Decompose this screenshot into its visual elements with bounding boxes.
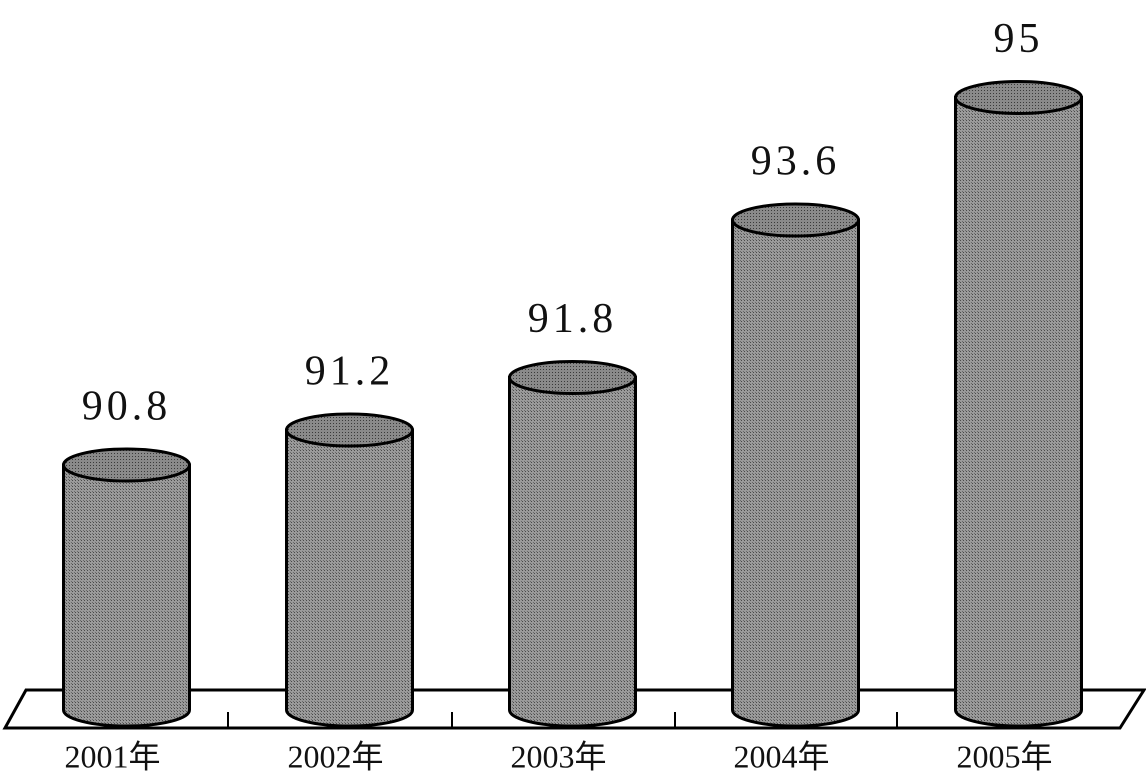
bar-top bbox=[285, 412, 414, 448]
bar-top bbox=[62, 447, 191, 483]
bar bbox=[731, 218, 860, 728]
bar bbox=[508, 376, 637, 728]
bar bbox=[62, 463, 191, 728]
cylinder bbox=[954, 80, 1083, 728]
value-label: 95 bbox=[994, 16, 1044, 62]
bar bbox=[954, 96, 1083, 728]
value-label: 93.6 bbox=[751, 139, 841, 185]
bar-top bbox=[954, 80, 1083, 115]
x-tick-label: 2001年 bbox=[64, 738, 160, 774]
cylinder bbox=[508, 360, 637, 728]
value-label: 91.8 bbox=[528, 296, 618, 342]
value-label: 90.8 bbox=[82, 384, 172, 430]
bar bbox=[285, 428, 414, 728]
cylinder bbox=[285, 412, 414, 728]
x-tick-label: 2005年 bbox=[956, 738, 1052, 774]
bar-top bbox=[731, 202, 860, 238]
cylinder bbox=[731, 202, 860, 728]
x-tick-label: 2003年 bbox=[510, 738, 606, 774]
cylinder bbox=[62, 447, 191, 728]
x-tick-label: 2002年 bbox=[287, 738, 383, 774]
value-label: 91.2 bbox=[305, 349, 395, 395]
bar-top bbox=[508, 360, 637, 395]
x-tick-label: 2004年 bbox=[733, 738, 829, 774]
